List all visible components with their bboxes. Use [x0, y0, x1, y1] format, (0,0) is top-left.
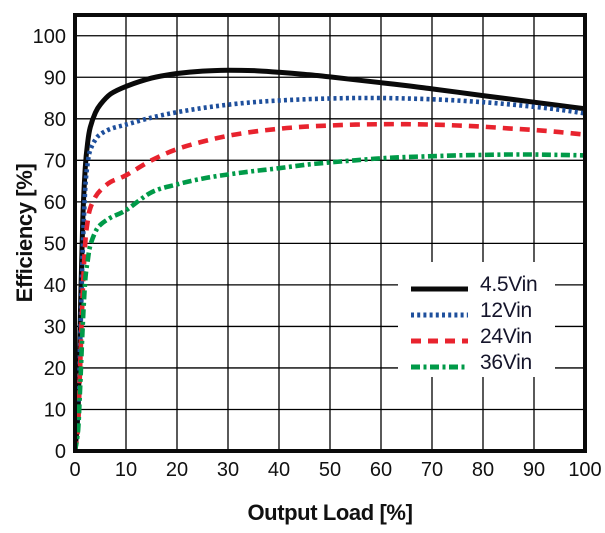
- legend-line-sample: [411, 364, 468, 370]
- legend-swatch-dashdot-green: [411, 358, 468, 370]
- plot-frame: [73, 13, 587, 453]
- legend-item-4p5vin: 4.5Vin: [398, 271, 555, 297]
- legend-item-24vin: 24Vin: [398, 323, 555, 349]
- curve-24Vin: [75, 121, 585, 451]
- x-tick-label-100: 100: [568, 459, 601, 481]
- legend-item-12vin: 12Vin: [398, 297, 555, 323]
- y-tick-label-60: 60: [44, 192, 66, 214]
- legend-label: 24Vin: [480, 324, 532, 348]
- legend-label: 12Vin: [480, 298, 532, 322]
- curve-12Vin: [75, 95, 585, 451]
- x-tick-label-40: 40: [268, 459, 290, 481]
- curve-36Vin: [75, 152, 585, 451]
- legend-line-sample: [411, 286, 468, 292]
- legend-line-sample: [411, 338, 468, 344]
- y-tick-label-90: 90: [44, 67, 66, 89]
- y-tick-label-40: 40: [44, 275, 66, 297]
- x-tick-label-60: 60: [370, 459, 392, 481]
- y-axis-title: Efficiency [%]: [12, 163, 37, 303]
- x-tick-label-70: 70: [421, 459, 443, 481]
- y-tick-label-0: 0: [55, 441, 66, 463]
- legend-swatch-solid-black: [411, 280, 468, 292]
- y-tick-label-70: 70: [44, 150, 66, 172]
- y-tick-label-100: 100: [33, 26, 66, 48]
- x-tick-label-30: 30: [217, 459, 239, 481]
- x-axis-title: Output Load [%]: [247, 500, 413, 525]
- y-tick-label-80: 80: [44, 109, 66, 131]
- x-tick-label-50: 50: [319, 459, 341, 481]
- legend-swatch-dashed-red: [411, 332, 468, 344]
- x-tick-label-0: 0: [69, 459, 80, 481]
- chart-legend: 4.5Vin 12Vin 24Vin 36Vin: [398, 262, 555, 377]
- legend-swatch-dotted-blue: [411, 306, 468, 318]
- y-tick-label-30: 30: [44, 316, 66, 338]
- y-tick-label-50: 50: [44, 233, 66, 255]
- x-tick-label-90: 90: [523, 459, 545, 481]
- y-tick-label-20: 20: [44, 358, 66, 380]
- legend-label: 4.5Vin: [480, 272, 538, 296]
- x-tick-label-80: 80: [472, 459, 494, 481]
- chart-curves: [75, 67, 585, 451]
- legend-line-sample: [411, 312, 468, 318]
- curve-4.5Vin: [75, 67, 585, 451]
- x-tick-label-20: 20: [166, 459, 188, 481]
- legend-item-36vin: 36Vin: [398, 349, 555, 375]
- tick-labels: 0 10 20 30 40 50 60 70 80 90 100 0 10 20 30 40 50 60 70 80 9…: [33, 26, 602, 481]
- y-tick-label-10: 10: [44, 399, 66, 421]
- legend-label: 36Vin: [480, 350, 532, 374]
- x-tick-label-10: 10: [115, 459, 137, 481]
